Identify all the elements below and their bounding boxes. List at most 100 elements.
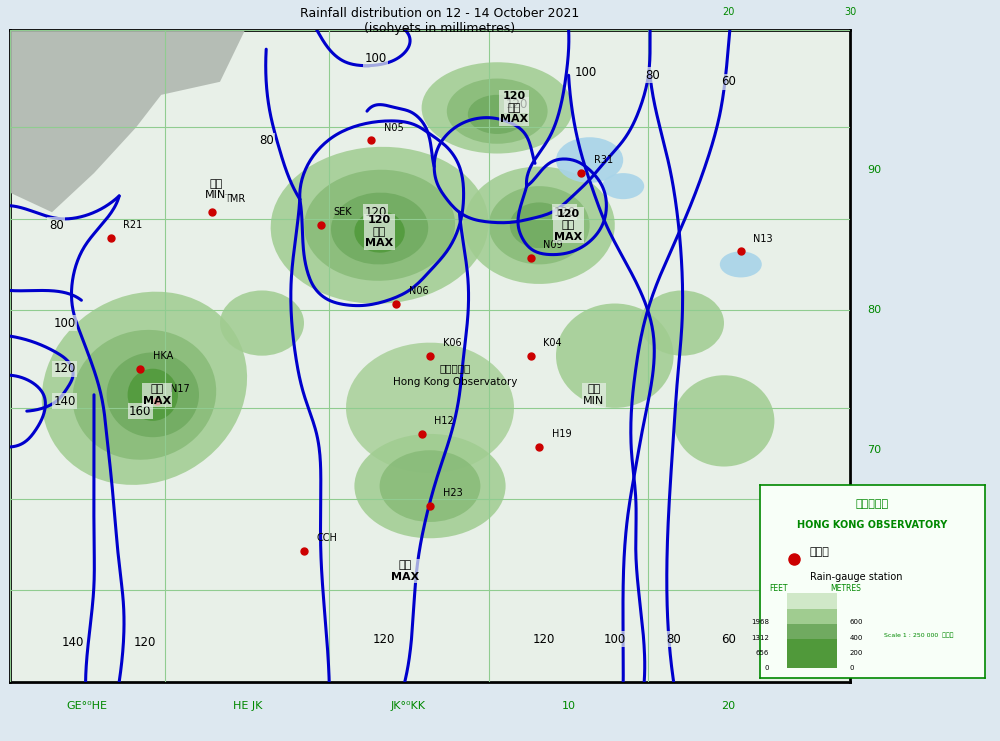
Text: 140: 140 (53, 395, 76, 408)
Text: 80: 80 (259, 134, 274, 147)
Text: N17: N17 (170, 384, 189, 393)
Text: N13: N13 (753, 233, 773, 244)
Text: HKA: HKA (153, 351, 173, 361)
Text: 香港天文台
Hong Kong Observatory: 香港天文台 Hong Kong Observatory (393, 364, 517, 387)
Ellipse shape (510, 202, 569, 248)
Ellipse shape (271, 147, 489, 304)
Text: 600: 600 (850, 619, 864, 625)
Text: 120: 120 (553, 206, 576, 219)
Text: HE JK: HE JK (233, 701, 262, 711)
Ellipse shape (447, 79, 548, 144)
Text: 120: 120 (532, 633, 555, 646)
Text: 120: 120 (133, 636, 156, 649)
Text: N06: N06 (409, 286, 429, 296)
Text: 最高
MAX: 最高 MAX (391, 560, 419, 582)
Ellipse shape (128, 369, 178, 421)
Ellipse shape (674, 375, 774, 467)
Ellipse shape (422, 62, 573, 153)
Text: 140: 140 (62, 636, 84, 649)
Text: H12: H12 (434, 416, 454, 426)
Bar (787, 594, 836, 608)
Ellipse shape (331, 193, 428, 265)
Text: 120: 120 (373, 633, 395, 646)
Text: 400: 400 (850, 634, 863, 640)
Text: 70: 70 (867, 445, 881, 455)
Text: HONG KONG OBSERVATORY: HONG KONG OBSERVATORY (797, 520, 948, 530)
Text: 20: 20 (721, 701, 735, 711)
Text: 160: 160 (129, 405, 151, 418)
Text: 120: 120 (364, 206, 387, 219)
Text: Rainfall distribution on 12 - 14 October 2021
(isohyets in millimetres): Rainfall distribution on 12 - 14 October… (300, 7, 580, 36)
Text: SEK: SEK (333, 207, 352, 217)
Text: R31: R31 (594, 156, 613, 165)
Text: 最低
MIN: 最低 MIN (205, 179, 226, 200)
Ellipse shape (468, 95, 527, 134)
Text: 1312: 1312 (751, 634, 769, 640)
Ellipse shape (489, 186, 590, 265)
Ellipse shape (107, 353, 199, 437)
Text: TMR: TMR (224, 194, 245, 205)
Text: 120
最高
MAX: 120 最高 MAX (500, 91, 528, 124)
Ellipse shape (346, 342, 514, 473)
Bar (787, 639, 836, 668)
Text: 香港天文台: 香港天文台 (856, 499, 889, 509)
Ellipse shape (354, 211, 405, 253)
Text: Rain-gauge station: Rain-gauge station (810, 572, 902, 582)
Bar (787, 624, 836, 639)
Ellipse shape (720, 251, 762, 277)
Ellipse shape (380, 451, 480, 522)
Text: 100: 100 (574, 65, 597, 79)
Ellipse shape (640, 290, 724, 356)
Text: K04: K04 (543, 338, 562, 348)
Text: 120
最高
MAX: 120 最高 MAX (554, 209, 583, 242)
Ellipse shape (602, 173, 644, 199)
Text: 200: 200 (850, 650, 863, 656)
Text: 100: 100 (604, 633, 626, 646)
Ellipse shape (42, 292, 247, 485)
Text: 1968: 1968 (751, 619, 769, 625)
Text: Scale 1 : 250 000  比例尺: Scale 1 : 250 000 比例尺 (884, 633, 953, 639)
Text: 80: 80 (49, 219, 64, 232)
Text: 60: 60 (867, 585, 881, 596)
Text: 80: 80 (666, 633, 681, 646)
Text: 最高
MAX: 最高 MAX (143, 384, 171, 405)
Text: 90: 90 (867, 165, 881, 175)
Text: 120: 120 (505, 98, 528, 111)
Text: R21: R21 (123, 221, 143, 230)
Text: CCH: CCH (317, 534, 337, 543)
Text: 最低
MIN: 最低 MIN (583, 384, 604, 405)
Text: 80: 80 (645, 69, 660, 82)
Text: 60: 60 (721, 633, 736, 646)
Text: 0: 0 (765, 665, 769, 671)
Ellipse shape (220, 290, 304, 356)
Text: 30: 30 (844, 7, 856, 16)
Text: 656: 656 (756, 650, 769, 656)
Text: 100: 100 (364, 53, 387, 65)
Ellipse shape (556, 137, 623, 183)
Bar (787, 608, 836, 624)
Text: 10: 10 (562, 701, 576, 711)
Text: K06: K06 (443, 338, 461, 348)
Ellipse shape (354, 434, 506, 538)
Text: 0: 0 (850, 665, 854, 671)
Text: 120: 120 (53, 362, 76, 375)
Text: GE°⁰HE: GE°⁰HE (67, 701, 108, 711)
Ellipse shape (73, 330, 216, 459)
Text: 80: 80 (867, 305, 881, 315)
Text: FEET: FEET (769, 584, 787, 594)
Text: METRES: METRES (830, 584, 861, 594)
Text: JK°⁰KK: JK°⁰KK (391, 701, 426, 711)
Text: N05: N05 (384, 123, 404, 133)
Text: H23: H23 (443, 488, 462, 498)
Ellipse shape (556, 304, 674, 408)
Text: 60: 60 (721, 76, 736, 88)
Text: H19: H19 (552, 429, 571, 439)
Polygon shape (10, 30, 245, 212)
Text: 120
最高
MAX: 120 最高 MAX (365, 215, 394, 248)
Ellipse shape (464, 167, 615, 284)
Text: 雨量站: 雨量站 (810, 547, 829, 557)
Text: 20: 20 (722, 7, 734, 16)
Text: N09: N09 (543, 240, 563, 250)
Ellipse shape (304, 170, 455, 281)
Text: 100: 100 (53, 316, 76, 330)
